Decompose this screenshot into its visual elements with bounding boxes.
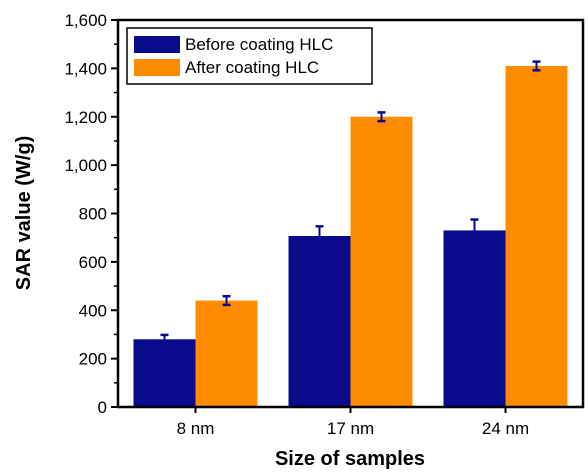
x-ticks-group: 8 nm 17 nm 24 nm — [177, 407, 529, 438]
bar-after-1 — [350, 116, 413, 407]
bar-before-2 — [443, 230, 506, 407]
x-axis-title: Size of samples — [275, 448, 425, 470]
error-bars-group — [160, 60, 541, 345]
x-tick-label: 17 nm — [327, 419, 374, 438]
y-tick-label: 600 — [79, 253, 107, 272]
bar-before-0 — [133, 339, 196, 407]
bar-after-2 — [505, 65, 568, 408]
y-tick-label: 1,400 — [64, 59, 107, 78]
y-tick-label: 200 — [79, 350, 107, 369]
y-tick-label: 1,600 — [64, 11, 107, 30]
bar-before-1 — [288, 235, 351, 407]
y-tick-label: 400 — [79, 301, 107, 320]
y-axis-title: SAR value (W/g) — [13, 136, 35, 290]
x-tick-label: 24 nm — [482, 419, 529, 438]
bar-after-0 — [195, 300, 258, 407]
legend-label: Before coating HLC — [185, 35, 333, 54]
legend-swatch — [134, 36, 180, 53]
y-tick-label: 800 — [79, 205, 107, 224]
bars-group — [133, 65, 568, 408]
y-ticks-group: 0 200 400 600 800 1,000 1,200 1,400 1,600 — [64, 11, 118, 417]
legend-swatch — [134, 59, 180, 76]
y-tick-label: 0 — [98, 398, 107, 417]
legend: Before coating HLC After coating HLC — [126, 27, 373, 85]
x-tick-label: 8 nm — [177, 419, 215, 438]
y-tick-label: 1,000 — [64, 156, 107, 175]
legend-label: After coating HLC — [185, 58, 319, 77]
y-tick-label: 1,200 — [64, 108, 107, 127]
